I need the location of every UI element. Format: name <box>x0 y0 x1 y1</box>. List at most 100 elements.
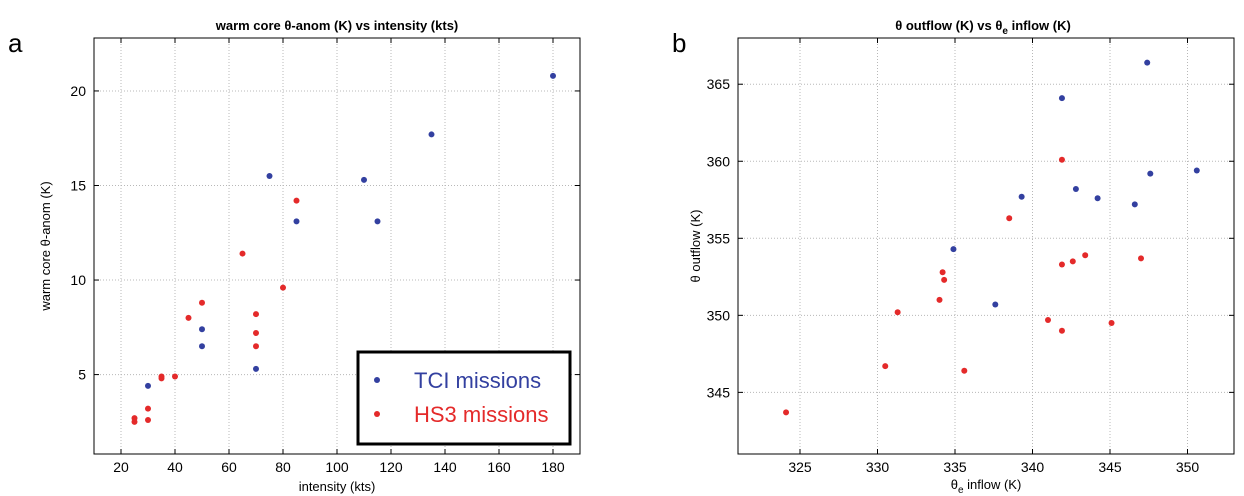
chart-a-title: warm core θ-anom (K) vs intensity (kts) <box>215 18 459 33</box>
hs3-point <box>158 373 165 380</box>
chart-b-ytick-label: 365 <box>707 76 731 92</box>
tci-point <box>1094 195 1101 202</box>
chart-b-ylabel: θ outflow (K) <box>688 210 703 283</box>
chart-b-xlabel-main: θ <box>951 477 958 492</box>
tci-point <box>1193 167 1200 174</box>
hs3-point <box>936 296 943 303</box>
chart-a-ytick-label: 15 <box>70 177 86 193</box>
tci-point <box>374 218 381 225</box>
panel-a: a warm core θ-anom (K) vs intensity (kts… <box>8 18 581 494</box>
tci-point <box>950 246 957 253</box>
hs3-point <box>1058 327 1065 334</box>
chart-b-xlabel-sub: e <box>958 485 964 496</box>
tci-point <box>1018 193 1025 200</box>
chart-a-xtick-label: 20 <box>113 459 129 475</box>
tci-point <box>253 365 259 372</box>
chart-b-title-sub: e <box>1002 26 1008 37</box>
chart-b-xtick-label: 325 <box>788 459 812 475</box>
tci-point <box>293 218 300 225</box>
hs3-point <box>961 367 968 374</box>
tci-point <box>428 131 435 138</box>
hs3-point <box>1108 320 1115 327</box>
hs3-point <box>172 373 178 380</box>
chart-a-xtick-label: 120 <box>379 459 403 475</box>
chart-b-ytick-label: 360 <box>707 153 731 169</box>
tci-point <box>1072 185 1079 192</box>
panel-letter-b: b <box>672 28 686 58</box>
hs3-point <box>783 409 790 416</box>
hs3-point <box>1045 316 1051 323</box>
chart-b-ytick-label: 350 <box>707 307 731 323</box>
tci-point <box>266 173 273 180</box>
chart-b-points <box>783 59 1200 416</box>
tci-point <box>145 382 151 389</box>
chart-a-ytick-label: 10 <box>70 272 86 288</box>
chart-a-xtick-label: 40 <box>167 459 183 475</box>
chart-b-xlabel-rest: inflow (K) <box>964 477 1022 492</box>
tci-point <box>361 176 367 183</box>
hs3-point <box>253 311 259 318</box>
tci-point <box>1144 59 1151 66</box>
legend-hs3-label: HS3 missions <box>414 402 548 427</box>
chart-b-title-rest: inflow (K) <box>1008 18 1071 33</box>
hs3-point <box>145 416 151 423</box>
chart-b-ytick-label: 345 <box>707 384 731 400</box>
hs3-point <box>239 250 246 257</box>
tci-point <box>1131 201 1138 208</box>
panel-b: b θ outflow (K) vs θe inflow (K) 325 330 3… <box>672 18 1235 496</box>
hs3-point <box>145 405 151 412</box>
hs3-point <box>253 329 259 336</box>
chart-b-xtick-label: 350 <box>1176 459 1200 475</box>
chart-a-xtick-label: 60 <box>221 459 237 475</box>
chart-b-xtick-label: 330 <box>866 459 890 475</box>
chart-a-points <box>131 72 556 425</box>
chart-b-xlabel: θe inflow (K) <box>951 477 1022 496</box>
chart-a-ylabel: warm core θ-anom (K) <box>38 181 53 311</box>
chart-a-xlabel: intensity (kts) <box>299 479 376 494</box>
hs3-point <box>1058 156 1065 163</box>
chart-b-ticks: 325 330 335 340 345 350 345 350 355 360 365 <box>707 38 1234 475</box>
tci-point <box>1147 170 1154 177</box>
hs3-point <box>882 363 889 370</box>
tci-point <box>199 343 205 350</box>
legend-box <box>356 350 572 446</box>
chart-b-ytick-label: 355 <box>707 230 731 246</box>
hs3-point <box>941 276 948 283</box>
chart-a-xtick-label: 160 <box>487 459 511 475</box>
panel-letter-a: a <box>8 28 23 58</box>
legend-hs3-marker <box>374 411 380 417</box>
legend-tci-marker <box>374 377 380 383</box>
legend: TCI missions HS3 missions <box>356 350 572 446</box>
hs3-point <box>293 197 300 204</box>
hs3-point <box>199 299 205 306</box>
chart-b-xtick-label: 345 <box>1098 459 1122 475</box>
hs3-point <box>894 309 901 316</box>
chart-a-xtick-label: 80 <box>275 459 291 475</box>
chart-a-xtick-label: 100 <box>325 459 349 475</box>
hs3-point <box>131 415 138 422</box>
tci-point <box>550 72 556 79</box>
hs3-point <box>185 314 192 321</box>
chart-b-grid <box>738 38 1234 454</box>
hs3-point <box>1069 258 1076 265</box>
chart-a-xtick-label: 140 <box>433 459 457 475</box>
chart-a-ytick-label: 5 <box>78 367 86 383</box>
hs3-point <box>939 269 946 276</box>
chart-a-ytick-label: 20 <box>70 83 86 99</box>
hs3-point <box>280 284 286 291</box>
hs3-point <box>1082 252 1089 259</box>
tci-point <box>199 326 205 333</box>
hs3-point <box>1006 215 1013 222</box>
chart-b-frame <box>737 37 1235 455</box>
hs3-point <box>1058 261 1065 268</box>
chart-b-xtick-label: 340 <box>1021 459 1045 475</box>
chart-a-xtick-label: 180 <box>541 459 565 475</box>
tci-point <box>1058 95 1065 102</box>
hs3-point <box>253 343 259 350</box>
chart-a-ticks: 20 40 60 80 100 120 140 160 180 5 10 15 20 <box>70 38 580 475</box>
tci-point <box>992 301 999 308</box>
chart-b-title-main: θ outflow (K) vs θ <box>895 18 1002 33</box>
chart-b-title: θ outflow (K) vs θe inflow (K) <box>895 18 1071 37</box>
legend-tci-label: TCI missions <box>414 368 541 393</box>
hs3-point <box>1138 255 1144 262</box>
